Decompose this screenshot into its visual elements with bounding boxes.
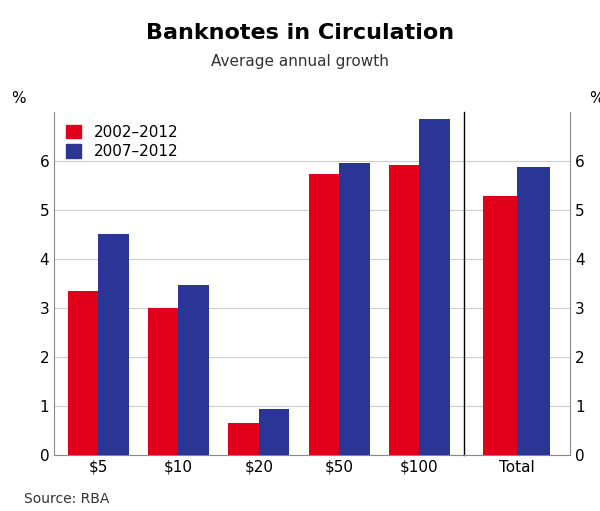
Bar (339, 163, 370, 455)
Bar (178, 285, 209, 455)
Bar (148, 308, 178, 455)
Bar (483, 196, 517, 455)
Bar (228, 423, 259, 455)
Bar (308, 174, 339, 455)
Bar (68, 291, 98, 455)
Text: Banknotes in Circulation: Banknotes in Circulation (146, 23, 454, 43)
Bar (419, 119, 450, 455)
Text: %: % (11, 90, 25, 106)
Bar (389, 165, 419, 455)
Text: Average annual growth: Average annual growth (211, 54, 389, 68)
Bar (517, 167, 550, 455)
Text: Source: RBA: Source: RBA (24, 492, 109, 506)
Text: %: % (589, 90, 600, 106)
Bar (98, 234, 128, 455)
Legend: 2002–2012, 2007–2012: 2002–2012, 2007–2012 (62, 120, 183, 164)
Bar (259, 409, 289, 455)
